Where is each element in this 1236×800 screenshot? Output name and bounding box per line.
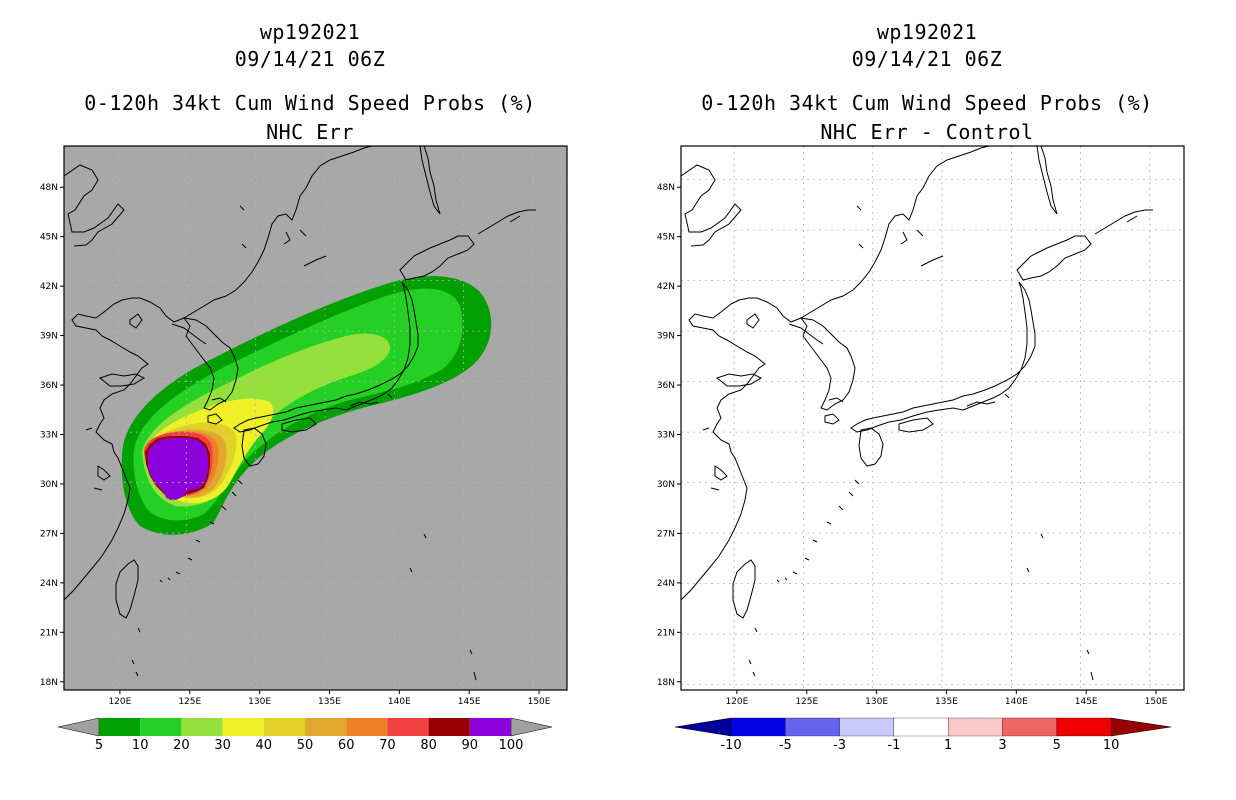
x-tick-label: 125E <box>178 697 201 707</box>
left-map-frame <box>63 145 568 691</box>
colorbar-label: 5 <box>1053 738 1061 753</box>
y-tick-label: 42N <box>40 282 58 292</box>
colorbar-label: -3 <box>833 738 846 753</box>
colorbar-swatch <box>140 718 182 736</box>
colorbar-right-arrow <box>1110 717 1172 737</box>
colorbar-label: 80 <box>420 738 437 753</box>
colorbar-swatch <box>730 717 786 737</box>
left-colorbar: 5 10 20 30 40 50 60 70 80 90 100 <box>57 717 553 753</box>
y-tick-label: 18N <box>40 678 58 688</box>
colorbar-swatch <box>785 717 840 737</box>
y-tick-label: 42N <box>657 282 675 292</box>
colorbar-label: 30 <box>214 738 231 753</box>
left-axes: 120E 125E 130E 135E 140E 145E 150E 48N 45N 42N 39N… <box>40 183 551 707</box>
colorbar-label: 10 <box>132 738 149 753</box>
colorbar-swatch <box>305 718 347 736</box>
right-title-product: 0-120h 34kt Cum Wind Speed Probs (%) <box>701 91 1153 115</box>
right-title-storm: wp192021 <box>876 20 978 44</box>
y-tick-label: 24N <box>657 579 675 589</box>
colorbar-swatch <box>469 718 511 736</box>
y-tick-label: 48N <box>40 183 58 193</box>
y-tick-label: 36N <box>657 381 675 391</box>
y-tick-label: 33N <box>657 430 675 440</box>
x-tick-label: 135E <box>935 697 958 707</box>
contour-90pct <box>148 438 208 500</box>
x-tick-label: 140E <box>1005 697 1028 707</box>
colorbar-swatch <box>948 717 1003 737</box>
colorbar-swatch <box>428 718 470 736</box>
x-tick-label: 145E <box>1075 697 1098 707</box>
left-title-product: 0-120h 34kt Cum Wind Speed Probs (%) <box>84 91 536 115</box>
colorbar-swatch <box>839 717 895 737</box>
right-colorbar: -10 -5 -3 -1 1 3 5 10 <box>674 717 1172 753</box>
x-tick-label: 130E <box>865 697 888 707</box>
colorbar-label: 20 <box>173 738 190 753</box>
colorbar-label: 40 <box>256 738 273 753</box>
x-tick-label: 145E <box>458 697 481 707</box>
right-map-frame <box>680 145 1185 691</box>
colorbar-label: -10 <box>720 738 741 753</box>
colorbar-left-arrow <box>674 717 732 737</box>
colorbar-label: 10 <box>1103 738 1120 753</box>
colorbar-label: 70 <box>379 738 396 753</box>
y-tick-label: 39N <box>40 332 58 342</box>
colorbar-swatch <box>1002 717 1057 737</box>
colorbar-label: -5 <box>779 738 792 753</box>
y-tick-label: 30N <box>40 480 58 490</box>
colorbar-label: 50 <box>297 738 314 753</box>
colorbar-swatch <box>222 718 264 736</box>
left-title-date: 09/14/21 06Z <box>234 47 386 71</box>
colorbar-swatch <box>387 718 429 736</box>
x-tick-label: 120E <box>725 697 748 707</box>
colorbar-label: 3 <box>998 738 1006 753</box>
x-tick-label: 150E <box>1145 697 1168 707</box>
y-tick-label: 21N <box>40 628 58 638</box>
colorbar-right-arrow <box>510 717 553 737</box>
x-tick-label: 120E <box>108 697 131 707</box>
colorbar-swatch <box>346 718 388 736</box>
colorbar-left-arrow <box>57 717 100 737</box>
colorbar-swatch <box>181 718 223 736</box>
y-tick-label: 36N <box>40 381 58 391</box>
x-tick-label: 130E <box>248 697 271 707</box>
y-tick-label: 30N <box>657 480 675 490</box>
y-tick-label: 24N <box>40 579 58 589</box>
right-title-subtitle: NHC Err - Control <box>820 120 1034 144</box>
y-tick-label: 27N <box>657 529 675 539</box>
colorbar-swatch <box>263 718 305 736</box>
right-axes: 120E 125E 130E 135E 140E 145E 150E 48N 45N 42N 39N… <box>657 183 1168 707</box>
x-tick-label: 140E <box>388 697 411 707</box>
colorbar-label: -1 <box>887 738 900 753</box>
colorbar-label: 1 <box>944 738 952 753</box>
y-tick-label: 27N <box>40 529 58 539</box>
colorbar-swatch <box>1056 717 1112 737</box>
left-title-subtitle: NHC Err <box>266 120 354 144</box>
colorbar-swatch <box>893 717 949 737</box>
left-map: 120E 125E 130E 135E 140E 145E 150E 48N 45N 42N 39N… <box>40 145 568 707</box>
y-tick-label: 33N <box>40 430 58 440</box>
colorbar-label: 100 <box>499 738 524 753</box>
y-tick-label: 45N <box>40 233 58 243</box>
colorbar-label: 60 <box>338 738 355 753</box>
colorbar-swatch <box>99 718 141 736</box>
colorbar-label: 5 <box>95 738 103 753</box>
right-map: 120E 125E 130E 135E 140E 145E 150E 48N 45N 42N 39N… <box>657 145 1185 707</box>
y-tick-label: 48N <box>657 183 675 193</box>
y-tick-label: 39N <box>657 332 675 342</box>
x-tick-label: 135E <box>318 697 341 707</box>
right-title-date: 09/14/21 06Z <box>851 47 1003 71</box>
x-tick-label: 150E <box>528 697 551 707</box>
colorbar-label: 90 <box>462 738 479 753</box>
x-tick-label: 125E <box>795 697 818 707</box>
y-tick-label: 21N <box>657 628 675 638</box>
y-tick-label: 18N <box>657 678 675 688</box>
left-title-storm: wp192021 <box>259 20 361 44</box>
y-tick-label: 45N <box>657 233 675 243</box>
